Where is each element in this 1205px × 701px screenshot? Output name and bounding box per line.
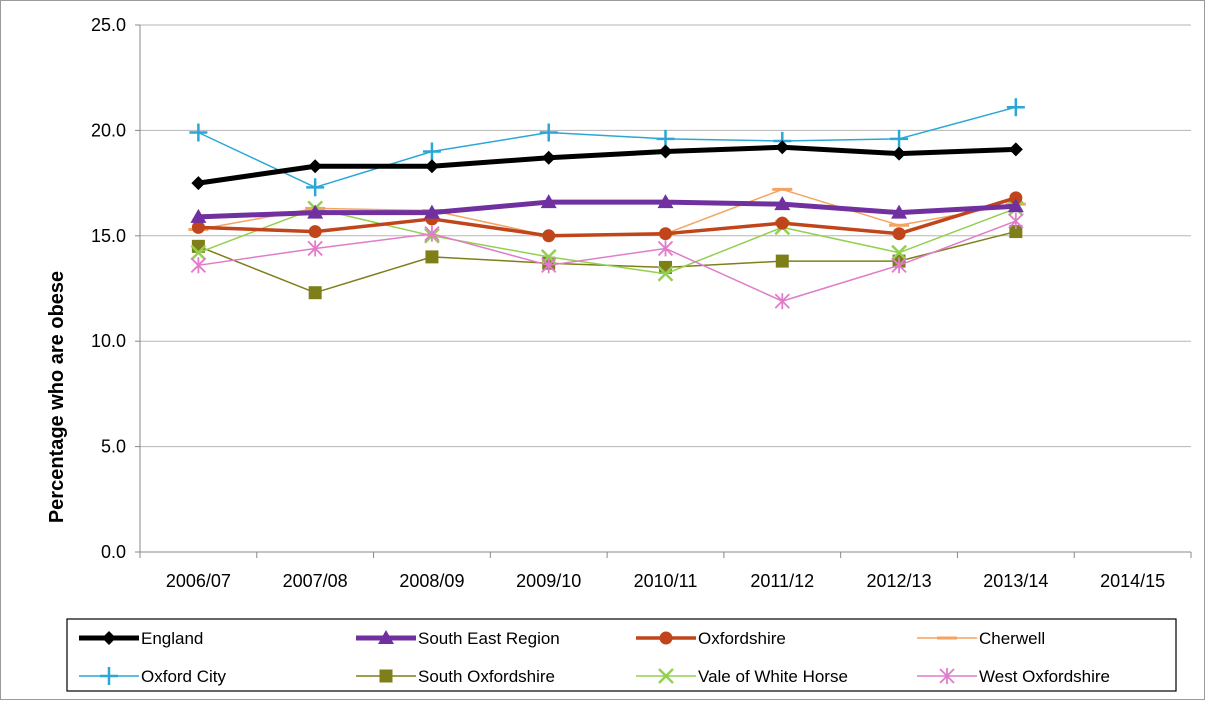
legend-label: Oxford City	[141, 667, 227, 686]
data-point-vale-of-white-horse	[190, 244, 207, 261]
legend-item-oxford-city: Oxford City	[79, 667, 227, 686]
data-point-oxfordshire	[542, 229, 556, 243]
x-tick-label: 2013/14	[983, 571, 1048, 591]
data-point-south-east-region	[190, 208, 207, 223]
data-point-oxford-city	[306, 178, 325, 197]
x-tick-label: 2007/08	[283, 571, 348, 591]
data-point-oxfordshire	[308, 225, 322, 239]
data-point-south-east-region	[891, 204, 908, 219]
data-point-south-east-region	[423, 204, 440, 219]
data-point-oxford-city	[1006, 98, 1025, 117]
series-line-oxford-city	[197, 106, 1017, 189]
data-point-west-oxfordshire	[891, 257, 907, 274]
data-point-oxford-city	[189, 123, 208, 142]
series-line-west-oxfordshire	[197, 220, 1017, 302]
legend-marker	[102, 631, 116, 645]
data-point-vale-of-white-horse	[657, 265, 674, 282]
data-point-england	[541, 150, 556, 165]
data-point-england	[775, 140, 790, 155]
data-point-oxford-city	[890, 129, 909, 148]
y-axis-label: Percentage who are obese	[46, 271, 68, 523]
data-point-oxford-city	[539, 123, 558, 142]
data-point-england	[308, 159, 323, 174]
data-point-south-oxfordshire	[775, 254, 789, 268]
x-tick-label: 2008/09	[399, 571, 464, 591]
data-point-england	[658, 144, 673, 159]
data-point-south-east-region	[307, 204, 324, 219]
legend-label: Vale of White Horse	[698, 667, 848, 686]
data-point-oxfordshire	[191, 220, 205, 234]
legend-marker	[379, 669, 393, 683]
legend-label: Oxfordshire	[698, 629, 786, 648]
y-tick-label: 15.0	[91, 226, 126, 246]
legend: England South East Region Oxfordshire Cherw…	[66, 618, 1177, 692]
y-tick-label: 20.0	[91, 120, 126, 140]
data-point-england	[1008, 142, 1023, 157]
x-tick-label: 2012/13	[867, 571, 932, 591]
data-point-south-east-region	[1007, 198, 1024, 213]
data-point-south-oxfordshire	[1009, 225, 1023, 239]
x-tick-label: 2006/07	[166, 571, 231, 591]
legend-label: South East Region	[418, 629, 560, 648]
data-point-oxfordshire	[1009, 191, 1023, 205]
legend-label: South Oxfordshire	[418, 667, 555, 686]
data-point-england	[191, 176, 206, 191]
data-point-oxfordshire	[775, 216, 789, 230]
legend-item-vale-of-white-horse: Vale of White Horse	[636, 667, 848, 686]
data-point-west-oxfordshire	[541, 257, 557, 274]
data-point-england	[424, 159, 439, 174]
x-tick-label: 2014/15	[1100, 571, 1165, 591]
x-tick-label: 2009/10	[516, 571, 581, 591]
y-tick-label: 10.0	[91, 331, 126, 351]
y-tick-label: 0.0	[101, 542, 126, 562]
data-point-west-oxfordshire	[190, 257, 207, 274]
legend-label: West Oxfordshire	[979, 667, 1110, 686]
data-point-oxfordshire	[892, 227, 906, 241]
legend-item-west-oxfordshire: West Oxfordshire	[917, 667, 1110, 686]
legend-item-south-east-region: South East Region	[356, 629, 560, 648]
legend-marker	[378, 630, 394, 644]
legend-item-cherwell: Cherwell	[917, 629, 1045, 648]
data-point-west-oxfordshire	[1008, 213, 1024, 230]
data-point-south-oxfordshire	[308, 286, 322, 300]
series-line-england	[195, 144, 1019, 186]
legend-label: England	[141, 629, 203, 648]
legend-item-south-oxfordshire: South Oxfordshire	[356, 667, 555, 686]
legend-marker	[658, 668, 674, 684]
y-tick-label: 25.0	[91, 15, 126, 35]
data-point-south-oxfordshire	[425, 250, 439, 264]
legend-marker	[939, 668, 955, 684]
x-tick-label: 2010/11	[634, 571, 698, 591]
data-point-south-east-region	[774, 196, 791, 211]
legend-item-oxfordshire: Oxfordshire	[636, 629, 786, 648]
series-line-oxfordshire	[196, 196, 1018, 238]
legend-box	[66, 618, 1177, 692]
series-line-south-east-region	[195, 199, 1019, 220]
data-point-west-oxfordshire	[424, 225, 440, 242]
data-point-west-oxfordshire	[657, 240, 674, 257]
data-point-oxford-city	[422, 142, 441, 161]
data-point-south-east-region	[657, 194, 674, 209]
legend-item-england: England	[79, 629, 203, 648]
data-point-west-oxfordshire	[774, 293, 790, 310]
y-tick-label: 5.0	[101, 437, 126, 457]
legend-marker	[659, 631, 673, 645]
data-point-oxfordshire	[659, 227, 672, 241]
data-point-vale-of-white-horse	[891, 244, 907, 261]
data-point-england	[892, 146, 907, 161]
legend-marker	[100, 667, 118, 685]
x-tick-label: 2011/12	[750, 571, 814, 591]
data-point-south-east-region	[540, 194, 557, 209]
data-point-west-oxfordshire	[307, 240, 323, 257]
legend-label: Cherwell	[979, 629, 1045, 648]
